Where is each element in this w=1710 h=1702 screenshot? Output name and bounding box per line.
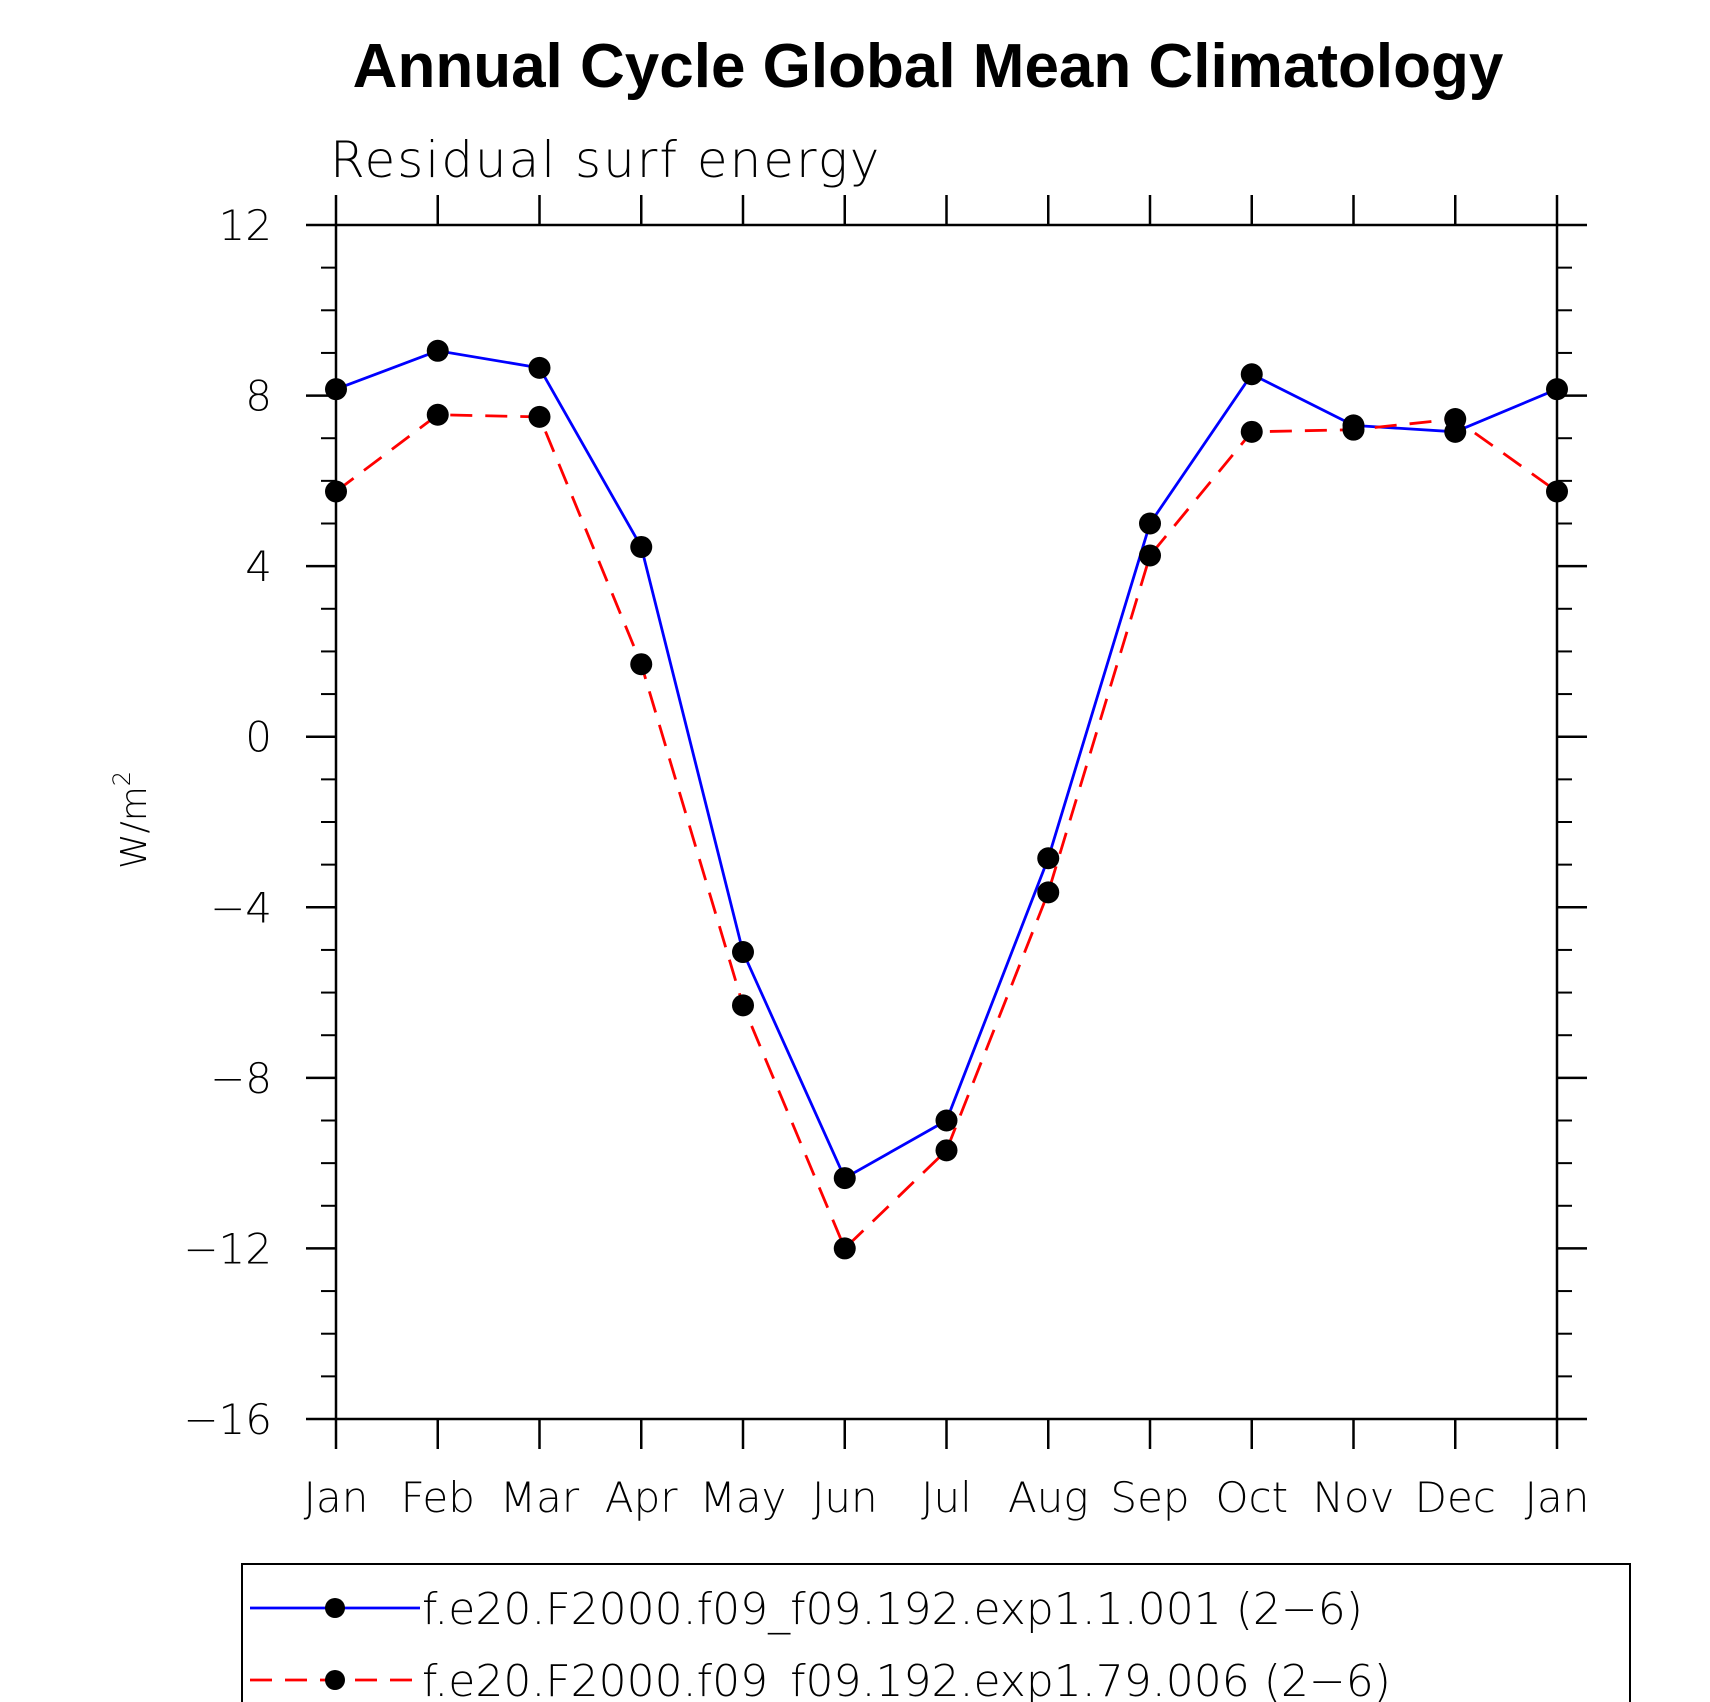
series-line	[335, 349, 1558, 1181]
y-tick-label: −16	[183, 1395, 272, 1444]
data-point	[1139, 544, 1161, 567]
legend-marker	[325, 1598, 345, 1618]
legend: f.e20.F2000.f09_f09.192.exp1.1.001 (2−6)…	[241, 1563, 1631, 1702]
svg-text:W/m2: W/m2	[108, 771, 155, 869]
y-ticks: 12 8 4 0 −4 −8 −12 −16	[183, 201, 1587, 1444]
y-tick-label: 4	[245, 542, 272, 591]
y-tick-label: 8	[245, 372, 272, 421]
y-axis-label-text: W/m	[114, 786, 155, 869]
x-tick-label: May	[700, 1473, 787, 1522]
data-point	[528, 356, 551, 379]
data-point	[630, 535, 653, 558]
data-point	[935, 1139, 958, 1162]
legend-label: f.e20.F2000.f09_f09.192.exp1.1.001 (2−6)	[422, 1584, 1363, 1635]
data-point	[1342, 418, 1365, 441]
data-point	[732, 941, 754, 964]
data-point	[325, 480, 347, 503]
data-point	[1546, 378, 1568, 401]
data-point	[935, 1109, 958, 1132]
x-tick-label: Jun	[812, 1473, 878, 1522]
legend-box	[241, 1563, 1631, 1702]
data-point	[1037, 881, 1060, 904]
x-tick-label: Mar	[500, 1473, 580, 1522]
data-point	[833, 1237, 856, 1260]
y-tick-label: 0	[245, 713, 272, 762]
legend-label: f.e20.F2000.f09_f09.192.exp1.79.006 (2−6…	[422, 1656, 1391, 1702]
x-tick-label: Oct	[1215, 1473, 1288, 1522]
data-point	[426, 339, 449, 362]
series-2-markers	[325, 403, 1568, 1260]
x-ticks: Jan Feb Mar Apr May Jun Jul Aug Sep Oct Nov Dec Jan	[304, 195, 1590, 1522]
data-point	[1240, 363, 1263, 386]
legend-marker	[325, 1670, 345, 1690]
x-tick-label: Jul	[921, 1473, 972, 1522]
x-tick-label: Jan	[1525, 1473, 1590, 1522]
series-layer	[325, 339, 1568, 1260]
plot-border	[334, 223, 1559, 1421]
x-tick-label: Dec	[1415, 1473, 1496, 1522]
x-tick-label: Jan	[304, 1473, 369, 1522]
data-point	[426, 403, 449, 426]
data-point	[630, 653, 653, 676]
x-tick-label: Apr	[605, 1473, 678, 1522]
series-1	[335, 349, 1558, 1181]
data-point	[732, 994, 754, 1017]
data-point	[1139, 512, 1161, 535]
x-tick-label: Nov	[1313, 1473, 1395, 1522]
data-point	[325, 378, 347, 401]
y-tick-label: −12	[183, 1224, 272, 1273]
series-1-markers	[325, 339, 1568, 1190]
y-axis-label-superscript: 2	[108, 771, 136, 786]
x-tick-label: Feb	[401, 1473, 475, 1522]
x-tick-label: Aug	[1008, 1473, 1089, 1522]
data-point	[833, 1167, 856, 1190]
x-tick-label: Sep	[1110, 1473, 1189, 1522]
legend-entry-1: f.e20.F2000.f09_f09.192.exp1.1.001 (2−6)	[250, 1584, 1363, 1635]
chart-subtitle: Residual surf energy	[330, 131, 881, 189]
legend-entry-2: f.e20.F2000.f09_f09.192.exp1.79.006 (2−6…	[250, 1656, 1391, 1702]
chart-title: Annual Cycle Global Mean Climatology	[353, 32, 1504, 101]
y-axis-label: W/m2	[108, 771, 155, 869]
y-tick-label: −8	[210, 1054, 272, 1103]
data-point	[1546, 480, 1568, 503]
data-point	[1444, 408, 1467, 431]
data-point	[1240, 420, 1263, 443]
data-point	[528, 405, 551, 428]
data-point	[1037, 847, 1060, 870]
y-tick-label: 12	[219, 201, 272, 250]
y-tick-label: −4	[210, 883, 272, 932]
plot-frame	[334, 223, 1559, 1421]
